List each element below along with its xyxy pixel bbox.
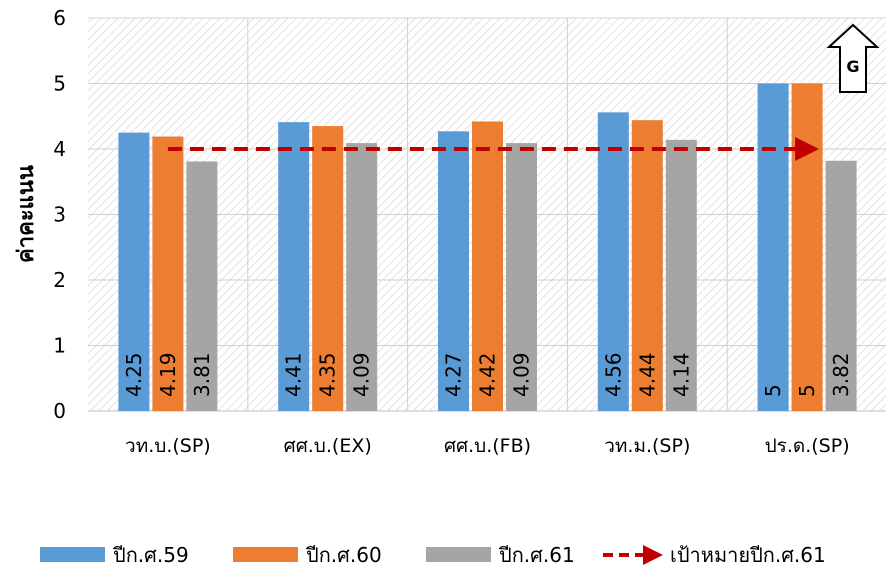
x-category-label: ปร.ด.(SP)	[765, 435, 850, 457]
x-category-label: วท.ม.(SP)	[604, 435, 690, 457]
legend-swatch	[40, 547, 105, 562]
data-label: 3.82	[829, 352, 853, 397]
data-label: 5	[761, 384, 785, 397]
badge-text: G	[846, 57, 859, 76]
y-tick-label: 2	[53, 268, 66, 292]
data-label: 4.42	[476, 352, 500, 397]
bar	[791, 83, 823, 411]
y-axis-ticks: 0 1 2 3 4 5 6	[53, 6, 66, 423]
target-line	[167, 137, 820, 161]
bar	[438, 131, 469, 411]
bar	[665, 139, 697, 411]
y-tick-label: 4	[53, 137, 66, 161]
bar	[472, 121, 503, 412]
legend-label: ปีก.ศ.61	[499, 543, 575, 567]
legend-swatch	[233, 547, 298, 562]
data-label: 4.35	[316, 352, 340, 397]
data-label: 5	[795, 384, 819, 397]
x-category-label: ศศ.บ.(EX)	[284, 435, 372, 457]
data-label: 4.14	[669, 352, 693, 397]
bar	[186, 161, 218, 411]
legend-label: เป้าหมายปีก.ศ.61	[670, 543, 826, 567]
data-label: 4.09	[510, 352, 534, 397]
bar	[825, 160, 857, 411]
data-label: 4.41	[282, 352, 306, 397]
grade-badge: G	[826, 23, 880, 93]
legend-arrow-icon	[643, 545, 663, 565]
data-label: 4.09	[350, 352, 374, 397]
bars: 4.25 4.19 3.81 4.41 4.35 4.09 4.27 4.42 4.09 4.56…	[118, 83, 857, 412]
data-label: 4.19	[156, 352, 180, 397]
data-label: 3.81	[190, 352, 214, 397]
x-category-label: วท.บ.(SP)	[125, 435, 211, 457]
y-tick-label: 3	[53, 203, 66, 227]
data-label: 4.25	[122, 352, 146, 397]
bar	[152, 136, 184, 411]
legend-label: ปีก.ศ.60	[306, 543, 382, 567]
x-category-label: ศศ.บ.(FB)	[444, 435, 531, 457]
bar	[118, 132, 150, 411]
y-tick-label: 6	[53, 6, 66, 30]
bar	[631, 120, 663, 412]
target-arrowhead-icon	[795, 137, 820, 161]
y-tick-label: 0	[53, 399, 66, 423]
legend-label: ปีก.ศ.59	[113, 543, 189, 567]
bar	[346, 143, 378, 412]
y-axis-label: ค่าคะแนน	[14, 165, 39, 263]
data-label: 4.44	[635, 352, 659, 397]
y-tick-label: 5	[53, 72, 66, 96]
x-axis-categories: วท.บ.(SP) ศศ.บ.(EX) ศศ.บ.(FB) วท.ม.(SP) ปร.ด…	[125, 435, 850, 457]
bar	[506, 143, 537, 412]
bar	[312, 126, 344, 411]
bar	[757, 83, 789, 411]
legend: ปีก.ศ.59 ปีก.ศ.60 ปีก.ศ.61 เป้าหมายปีก.ศ.61	[40, 543, 826, 567]
bar	[278, 122, 310, 412]
data-label: 4.27	[442, 352, 466, 397]
up-arrow-icon	[826, 23, 880, 93]
legend-swatch	[426, 547, 491, 562]
y-tick-label: 1	[53, 334, 66, 358]
bar	[597, 112, 629, 411]
data-label: 4.56	[601, 352, 625, 397]
